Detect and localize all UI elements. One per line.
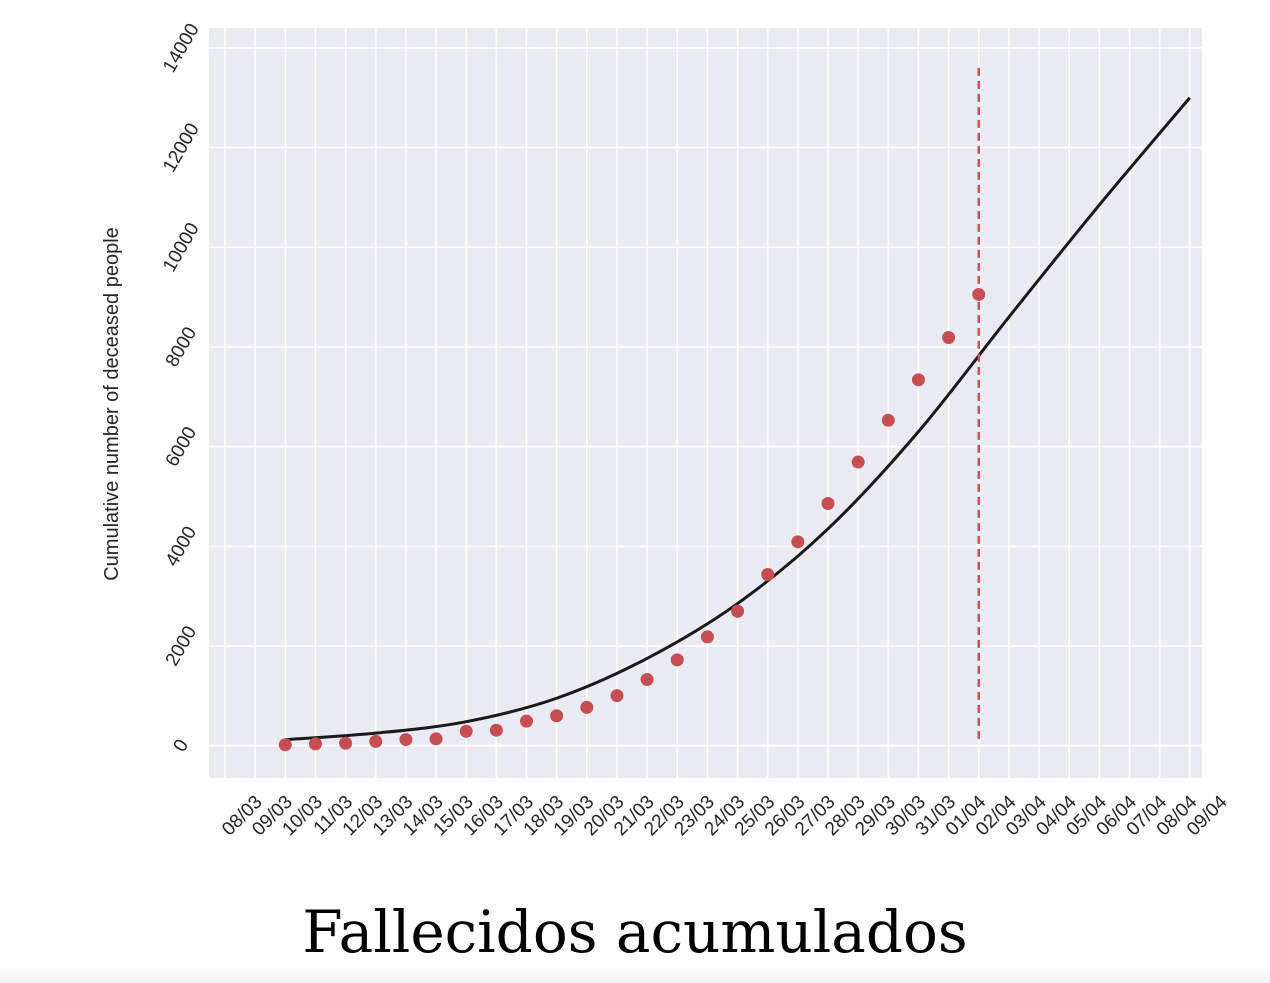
y-tick-label: 6000: [162, 423, 201, 470]
data-point: [942, 331, 956, 345]
data-point: [459, 724, 473, 738]
data-point: [489, 723, 503, 737]
data-point: [278, 738, 292, 752]
data-point: [761, 567, 775, 581]
bottom-band: [0, 965, 1270, 983]
data-point: [580, 700, 594, 714]
y-tick-labels: 0 2000 4000 6000 8000 10000 12000 14000: [159, 20, 204, 756]
data-point: [369, 734, 383, 748]
data-point: [399, 733, 413, 747]
data-point: [821, 497, 835, 511]
data-point: [911, 373, 925, 387]
data-point: [610, 689, 624, 703]
data-points: [278, 287, 986, 752]
data-point: [791, 535, 805, 549]
figure-caption: Fallecidos acumulados: [302, 898, 968, 966]
data-point: [550, 709, 564, 723]
data-point: [731, 604, 745, 618]
y-tick-label: 2000: [162, 623, 201, 670]
y-axis-label: Cumulative number of deceased people: [101, 227, 123, 581]
data-point: [670, 653, 684, 667]
data-point: [881, 413, 895, 427]
x-tick-labels: 08/0309/0310/0311/0312/0313/0314/0315/03…: [218, 791, 1232, 840]
data-point: [520, 714, 533, 728]
y-tick-label: 4000: [162, 523, 201, 570]
chart: 0 2000 4000 6000 8000 10000 12000 14000 08/0309…: [101, 20, 1232, 840]
data-point: [700, 630, 714, 644]
data-point: [339, 736, 353, 750]
data-point: [429, 732, 443, 746]
plot-area: [209, 28, 1202, 778]
y-tick-label: 10000: [159, 219, 204, 275]
data-point: [640, 673, 654, 687]
y-tick-label: 12000: [159, 120, 204, 176]
data-point: [851, 455, 865, 469]
y-tick-label: 0: [170, 736, 193, 756]
data-point: [308, 737, 322, 751]
y-tick-label: 8000: [162, 324, 201, 371]
y-tick-label: 14000: [159, 20, 204, 76]
data-point: [972, 287, 986, 301]
grid: [209, 28, 1221, 778]
